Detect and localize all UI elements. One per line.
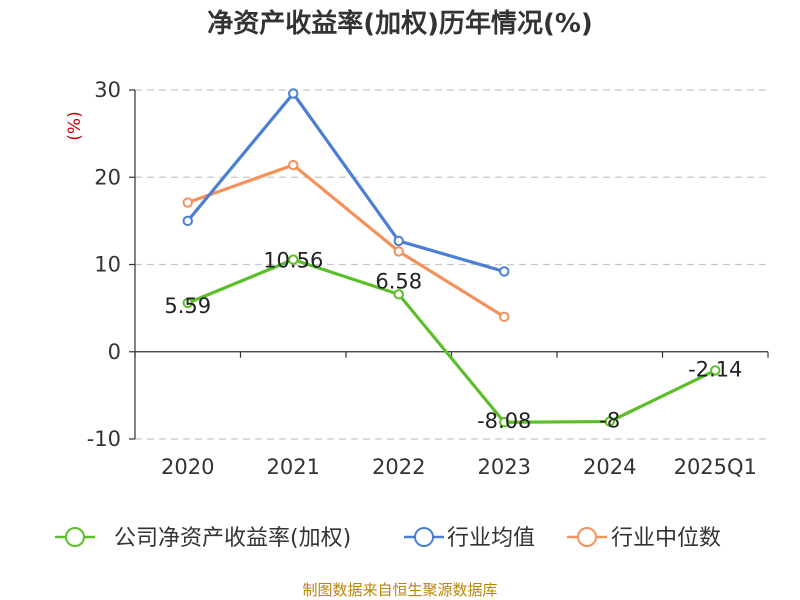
y-tick-label: 30 xyxy=(94,78,121,102)
series-line xyxy=(186,91,505,274)
data-point xyxy=(499,266,510,277)
data-point xyxy=(393,235,404,247)
legend-marker xyxy=(577,527,597,547)
legend-item: 公司净资产收益率(加权) xyxy=(55,526,351,551)
data-point xyxy=(710,365,721,376)
data-point xyxy=(393,289,404,300)
chart-title: 净资产收益率(加权)历年情况(%) xyxy=(207,8,593,39)
data-label: -8 xyxy=(599,409,620,433)
legend-marker xyxy=(65,527,85,547)
data-label: -2.14 xyxy=(688,357,742,381)
grid-lines xyxy=(135,89,768,440)
data-point xyxy=(393,246,404,257)
data-label: 5.59 xyxy=(164,294,211,318)
x-tick-label: 2023 xyxy=(478,455,531,479)
data-point xyxy=(182,197,193,208)
y-tick-label: 20 xyxy=(94,165,121,189)
data-point xyxy=(604,416,615,427)
data-point xyxy=(182,215,193,227)
legend-label: 行业中位数 xyxy=(611,526,721,551)
y-tick-label: -10 xyxy=(87,427,121,451)
legend-label: 公司净资产收益率(加权) xyxy=(114,526,351,551)
data-labels: 5.59 10.56 6.58 -8.08 -8 -2.14 xyxy=(164,249,742,434)
x-tick-label: 2024 xyxy=(583,455,636,479)
legend-item: 行业均值 xyxy=(404,526,535,551)
x-tick-label: 2022 xyxy=(372,455,425,479)
x-tick-label: 2025Q1 xyxy=(674,455,757,479)
data-point xyxy=(288,159,299,171)
x-tick-label: 2020 xyxy=(161,455,214,479)
data-point xyxy=(499,311,510,323)
series-line xyxy=(187,163,506,319)
data-point xyxy=(499,417,510,428)
series-lines xyxy=(182,88,721,428)
series-line xyxy=(187,258,716,424)
y-tick-label: 10 xyxy=(94,253,121,277)
source-note: 制图数据来自恒生聚源数据库 xyxy=(302,581,497,599)
axes: 30 20 10 0 -10 2020 2021 2022 2023 2024 2025Q1 xyxy=(87,78,769,479)
data-label: -8.08 xyxy=(477,409,531,433)
data-label: 10.56 xyxy=(263,249,323,273)
data-point xyxy=(288,254,299,265)
legend-label: 行业均值 xyxy=(447,526,535,551)
legend: 公司净资产收益率(加权) 行业均值 行业中位数 xyxy=(55,526,721,551)
data-label: 6.58 xyxy=(375,269,422,293)
legend-item: 行业中位数 xyxy=(567,526,721,551)
y-tick-label: 0 xyxy=(108,340,121,364)
y-axis-unit: (%) xyxy=(65,111,85,140)
x-tick-label: 2021 xyxy=(267,455,320,479)
data-point xyxy=(182,297,193,309)
legend-marker xyxy=(414,527,434,547)
data-point xyxy=(288,88,299,99)
